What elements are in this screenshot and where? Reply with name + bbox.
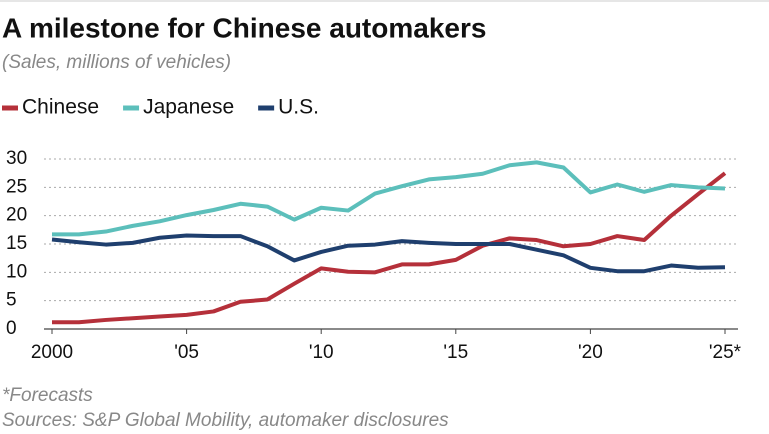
series-line bbox=[51, 233, 726, 274]
y-tick-label: 5 bbox=[6, 290, 17, 311]
legend-label: U.S. bbox=[278, 96, 319, 119]
x-tick-label: '10 bbox=[309, 342, 334, 363]
chart-title: A milestone for Chinese automakers bbox=[2, 12, 486, 43]
series-line bbox=[52, 171, 727, 325]
x-tick-label: 2000 bbox=[31, 342, 73, 363]
legend-label: Japanese bbox=[143, 96, 234, 119]
y-tick-label: 25 bbox=[6, 176, 27, 197]
x-tick-label: '15 bbox=[443, 342, 468, 363]
x-tick-label: '20 bbox=[578, 342, 603, 363]
x-tick-label: '25* bbox=[709, 342, 742, 363]
x-tick-label: '05 bbox=[174, 342, 199, 363]
y-tick-label: 30 bbox=[6, 148, 27, 169]
series-line bbox=[52, 160, 726, 237]
legend-label: Chinese bbox=[22, 96, 99, 119]
source: Sources: S&P Global Mobility, automaker … bbox=[2, 410, 449, 431]
y-tick-label: 10 bbox=[6, 261, 27, 282]
footnote: *Forecasts bbox=[2, 385, 93, 406]
y-tick-label: 15 bbox=[6, 233, 27, 254]
y-tick-label: 20 bbox=[6, 205, 27, 226]
chart-subtitle: (Sales, millions of vehicles) bbox=[2, 52, 231, 73]
y-tick-label: 0 bbox=[6, 318, 17, 339]
